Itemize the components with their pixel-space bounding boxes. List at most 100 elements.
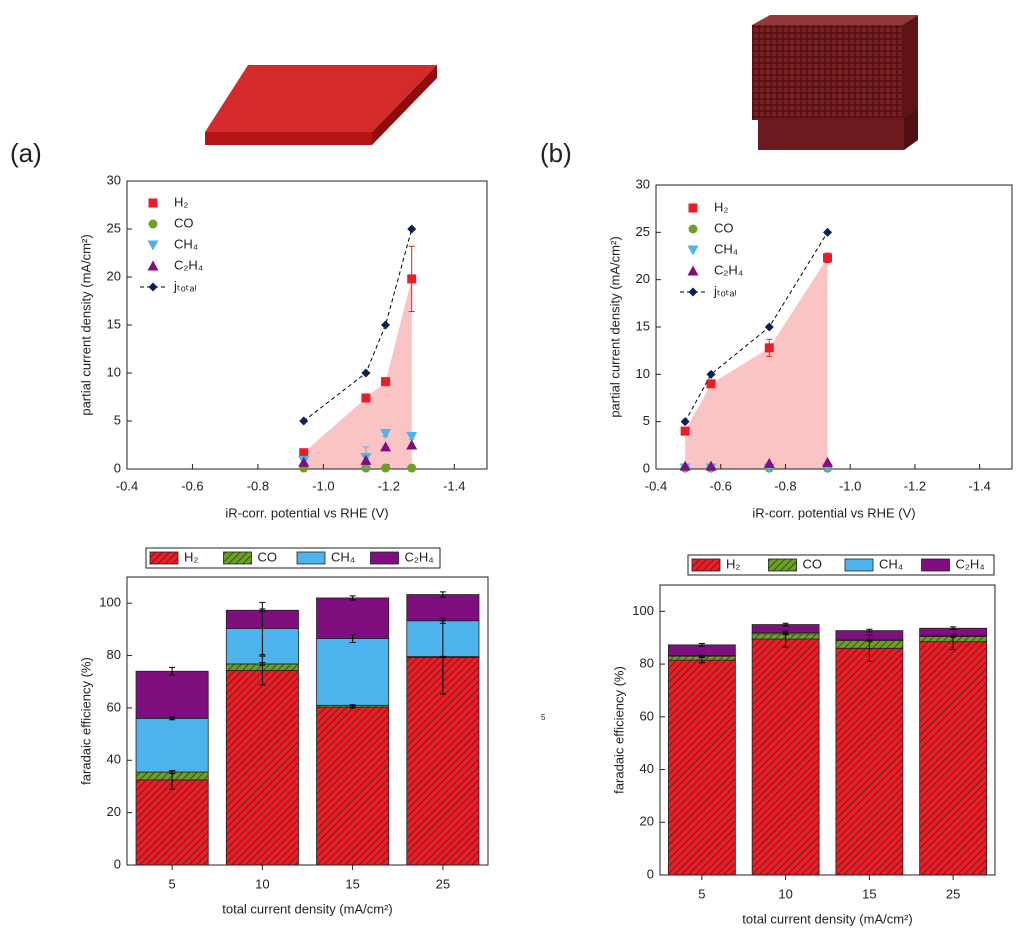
legend-label: H₂ xyxy=(174,194,188,209)
x-tick-label: -1.2 xyxy=(378,478,400,493)
x-axis-title: iR-corr. potential vs RHE (V) xyxy=(752,505,915,520)
bar-segment xyxy=(667,659,736,876)
marker xyxy=(680,426,690,436)
x-tick-label: -0.6 xyxy=(710,478,732,493)
panel-label: (a) xyxy=(10,138,42,168)
plot-frame xyxy=(659,584,996,876)
legend-label: C₂H₄ xyxy=(405,549,434,564)
error-bar xyxy=(349,704,356,707)
legend-label: C₂H₄ xyxy=(956,556,985,571)
marker xyxy=(381,377,391,387)
marker xyxy=(361,368,371,378)
bar-segment xyxy=(316,597,390,639)
marker xyxy=(764,322,774,332)
marker xyxy=(407,463,417,473)
y-tick-label: 5 xyxy=(643,413,650,428)
marker xyxy=(705,460,717,471)
marker xyxy=(706,369,716,379)
y-tick-label: 20 xyxy=(107,804,121,819)
legend-label: CO xyxy=(714,220,734,235)
x-tick-label: -1.4 xyxy=(968,478,990,493)
bar-segment xyxy=(316,638,390,706)
marker xyxy=(361,393,371,403)
y-tick-label: 40 xyxy=(640,761,654,776)
bar-segment xyxy=(316,706,390,866)
error-bar xyxy=(698,657,705,664)
bar-segment xyxy=(135,717,209,773)
bar-segment xyxy=(225,670,299,866)
legend-swatch xyxy=(921,558,950,572)
y-tick-label: 80 xyxy=(107,647,121,662)
error-bar xyxy=(866,628,873,633)
legend-swatch xyxy=(296,551,326,565)
bar-segment xyxy=(835,647,904,876)
legend-frame xyxy=(145,547,441,569)
legend-swatch xyxy=(149,551,179,565)
legend-swatch xyxy=(844,558,874,572)
y-tick-label: 0 xyxy=(114,856,121,871)
y-tick-label: 10 xyxy=(636,366,650,381)
marker xyxy=(679,460,691,471)
x-tick-label: 25 xyxy=(436,876,450,891)
x-tick-label: -0.8 xyxy=(247,478,269,493)
marker xyxy=(687,265,699,276)
x-axis-title: total current density (mA/cm²) xyxy=(742,911,913,926)
error-bar xyxy=(169,666,176,676)
bar-segment xyxy=(919,641,988,876)
y-tick-label: 0 xyxy=(647,866,654,881)
y-tick-label: 0 xyxy=(643,460,650,475)
error-bar xyxy=(439,591,446,598)
legend-label: jₜₒₜₐₗ xyxy=(713,283,736,298)
marker xyxy=(823,253,833,263)
marker xyxy=(407,274,417,284)
y-tick-label: 100 xyxy=(632,603,654,618)
error-bar xyxy=(259,655,266,686)
error-bar xyxy=(439,617,446,624)
marker xyxy=(147,260,159,271)
error-bar xyxy=(782,632,789,636)
marker xyxy=(764,343,774,353)
legend-label: CH₄ xyxy=(331,549,355,564)
y-tick-label: 15 xyxy=(636,318,650,333)
error-bar xyxy=(349,634,356,643)
legend-label: CH₄ xyxy=(714,241,738,256)
y-tick-label: 20 xyxy=(107,268,121,283)
marker xyxy=(299,448,309,458)
legend-swatch xyxy=(223,551,252,565)
y-tick-label: 10 xyxy=(107,364,121,379)
y-tick-label: 20 xyxy=(640,814,654,829)
marker xyxy=(380,441,392,452)
legend-label: CH₄ xyxy=(174,236,198,251)
x-tick-label: 15 xyxy=(345,876,359,891)
error-bar xyxy=(866,639,873,642)
x-tick-label: -1.4 xyxy=(443,478,465,493)
lattice-electrode-illustration xyxy=(752,15,918,150)
y-tick-label: 25 xyxy=(107,220,121,235)
marker xyxy=(687,245,699,256)
legend-label: H₂ xyxy=(726,556,740,571)
marker xyxy=(380,428,392,439)
y-tick-label: 0 xyxy=(114,460,121,475)
y-tick-label: 40 xyxy=(107,752,121,767)
x-axis-title: iR-corr. potential vs RHE (V) xyxy=(225,505,388,520)
marker xyxy=(147,240,159,251)
y-tick-label: 30 xyxy=(636,176,650,191)
error-bar xyxy=(782,622,789,627)
x-tick-label: 15 xyxy=(862,886,876,901)
x-tick-label: 10 xyxy=(255,876,269,891)
legend-label: C₂H₄ xyxy=(174,257,203,272)
marker xyxy=(148,219,158,229)
marker xyxy=(381,463,391,473)
y-axis-title: faradaic efficiency (%) xyxy=(78,657,93,785)
legend-label: CH₄ xyxy=(879,556,903,571)
marker xyxy=(688,203,698,213)
x-tick-label: -0.4 xyxy=(645,478,667,493)
error-bar xyxy=(950,635,957,638)
y-axis-title: partial current density (mA/cm²) xyxy=(607,236,622,417)
x-tick-label: -1.0 xyxy=(312,478,334,493)
flat-electrode-illustration xyxy=(205,65,437,145)
x-tick-label: 10 xyxy=(778,886,792,901)
y-axis-title: partial current density (mA/cm²) xyxy=(78,234,93,415)
x-tick-label: -1.2 xyxy=(904,478,926,493)
